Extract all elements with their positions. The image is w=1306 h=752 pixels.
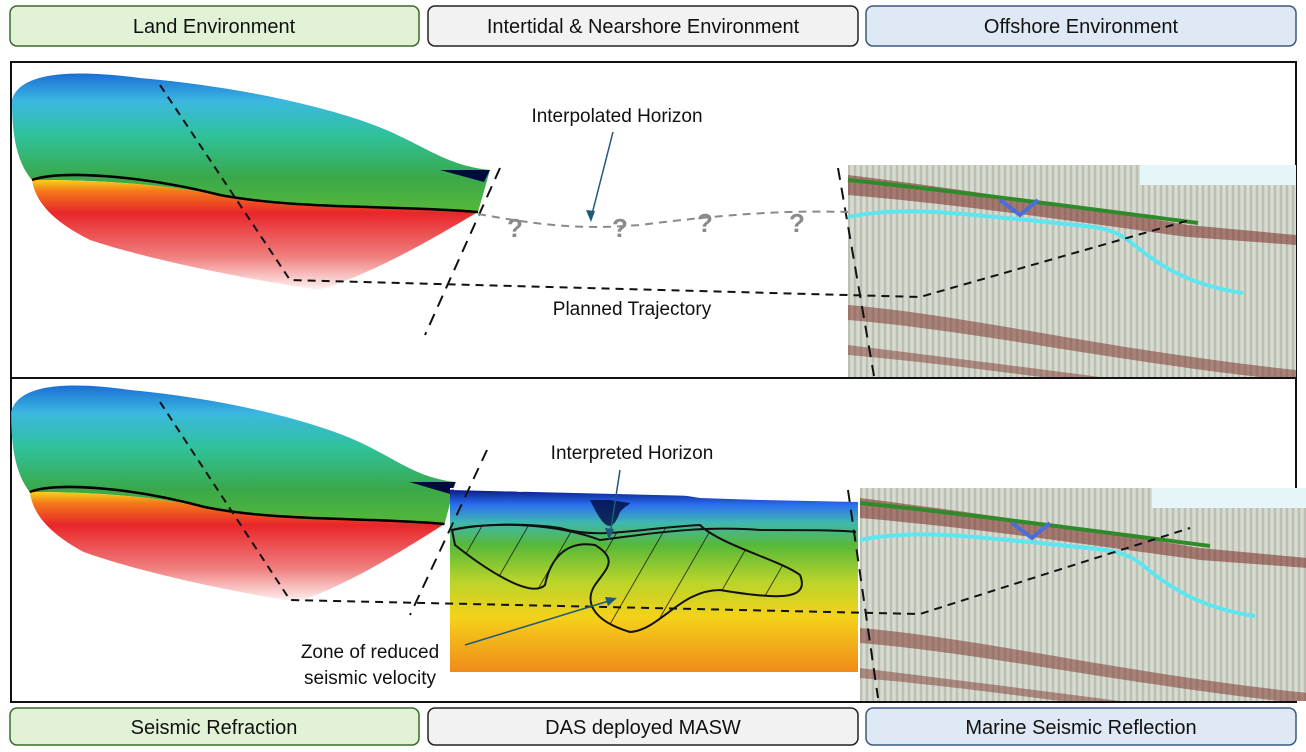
seismic-section <box>860 488 1306 701</box>
bottom-panel: Interpreted Horizon Zone of reduced seis… <box>11 378 1306 702</box>
annotation: Interpolated Horizon <box>531 106 702 127</box>
header-label: Intertidal & Nearshore Environment <box>487 16 800 38</box>
question-mark: ? <box>612 213 628 243</box>
header: Land Environment Intertidal & Nearshore … <box>10 6 1296 46</box>
footer-label: Seismic Refraction <box>131 717 298 739</box>
header-label: Land Environment <box>133 16 296 38</box>
question-mark: ? <box>507 213 523 243</box>
annotation: Interpreted Horizon <box>551 443 714 464</box>
annotation: seismic velocity <box>304 668 436 689</box>
footer-label: Marine Seismic Reflection <box>965 717 1196 739</box>
footer-label: DAS deployed MASW <box>545 717 741 739</box>
top-panel: ? ? ? ? Interpolated Horizon Planned Tra… <box>11 62 1296 378</box>
diagram: Land Environment Intertidal & Nearshore … <box>0 0 1306 747</box>
question-mark: ? <box>789 208 805 238</box>
footer: Seismic Refraction DAS deployed MASW Mar… <box>10 708 1296 745</box>
seismic-section <box>848 165 1296 378</box>
annotation: Planned Trajectory <box>553 299 712 320</box>
question-mark: ? <box>697 208 713 238</box>
annotation: Zone of reduced <box>301 642 439 663</box>
page: Land Environment Intertidal & Nearshore … <box>0 0 1306 747</box>
header-label: Offshore Environment <box>984 16 1179 38</box>
